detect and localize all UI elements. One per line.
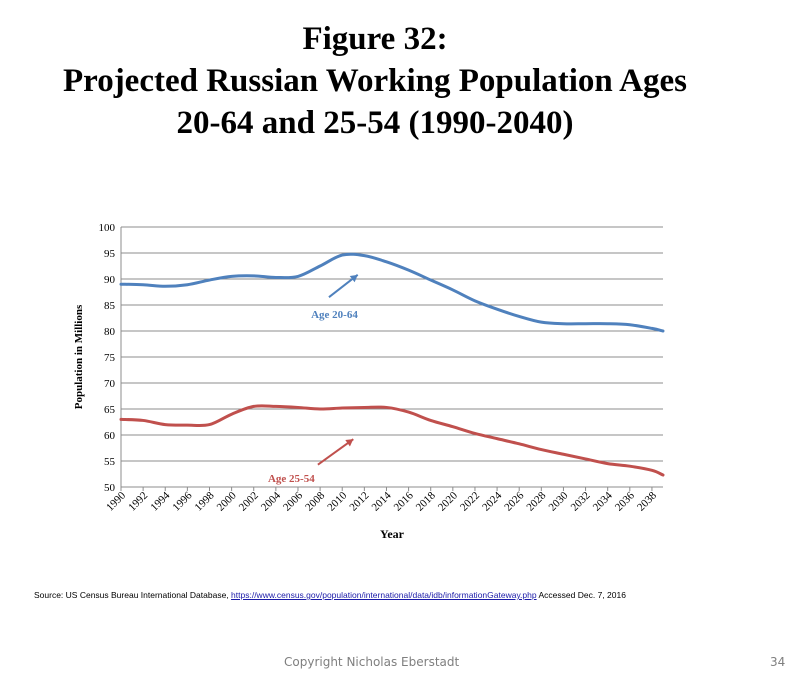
annotation-label-age-20-64: Age 20-64 [311,309,358,321]
y-tick-label-95: 95 [104,248,116,260]
series-line-age-20-64 [119,252,665,333]
annotation-arrowhead-age-20-64 [349,274,358,283]
series-lines [119,252,665,477]
x-tick-label-2002: 2002 [237,490,261,514]
y-tick-label-70: 70 [104,378,116,390]
y-tick-label-100: 100 [99,222,116,234]
y-tick-label-55: 55 [104,456,116,468]
x-tick-label-2024: 2024 [480,489,504,513]
x-tick-label-1998: 1998 [193,489,217,513]
annotation-label-age-25-54: Age 25-54 [268,473,315,485]
y-tick-label-85: 85 [104,300,116,312]
x-axis-label: Year [380,527,405,541]
series-line-age-25-54 [119,404,665,477]
copyright-text: Copyright Nicholas Eberstadt [284,655,460,669]
source-note: Source: US Census Bureau International D… [34,590,626,600]
x-tick-label-2010: 2010 [325,489,349,513]
x-tick-label-1996: 1996 [170,489,194,513]
annotation-arrow-age-25-54 [317,438,354,466]
x-tick-label-1992: 1992 [126,490,150,514]
page-number: 34 [770,655,786,669]
source-suffix: Accessed Dec. 7, 2016 [538,590,626,600]
x-tick-label-2014: 2014 [370,489,394,513]
gridlines [121,226,663,488]
x-tick-label-2036: 2036 [613,489,637,513]
x-tick-label-2030: 2030 [547,489,571,513]
y-tick-label-60: 60 [104,430,116,442]
x-tick-label-2008: 2008 [303,489,327,513]
x-tick-label-2034: 2034 [591,489,615,513]
x-tick-label-2018: 2018 [414,489,438,513]
y-axis: 50 55 60 65 70 75 80 85 90 95 100 [99,222,122,494]
x-tick-label-2020: 2020 [436,489,460,513]
x-tick-label-2016: 2016 [392,489,416,513]
x-tick-label-2026: 2026 [502,489,526,513]
x-tick-label-2004: 2004 [259,489,283,513]
x-tick-label-2032: 2032 [569,490,593,514]
y-tick-label-65: 65 [104,404,116,416]
series-annotations: Age 20-64 Age 25-54 [268,274,358,485]
y-tick-label-90: 90 [104,274,116,286]
x-tick-label-2028: 2028 [524,489,548,513]
y-tick-label-50: 50 [104,482,116,494]
x-tick-label-2022: 2022 [458,490,482,514]
y-tick-label-80: 80 [104,326,116,338]
x-tick-label-2006: 2006 [281,489,305,513]
x-tick-label-1994: 1994 [148,489,172,513]
y-axis-label: Population in Millions [73,304,85,409]
figure-number: Figure 32: [302,21,448,57]
chart-title-line-2: 20-64 and 25-54 (1990-2040) [176,105,574,141]
x-tick-label-2000: 2000 [215,489,239,513]
x-tick-label-2012: 2012 [347,490,371,514]
annotation-arrowhead-age-25-54 [345,439,354,447]
source-prefix: Source: US Census Bureau International D… [34,590,229,600]
chart-title-line-1: Projected Russian Working Population Age… [62,63,688,99]
y-tick-label-75: 75 [104,352,116,364]
source-link[interactable]: https://www.census.gov/population/intern… [231,590,537,600]
x-axis: 1990199219941996199820002002200420062008… [104,486,663,514]
x-tick-label-2038: 2038 [635,489,659,513]
